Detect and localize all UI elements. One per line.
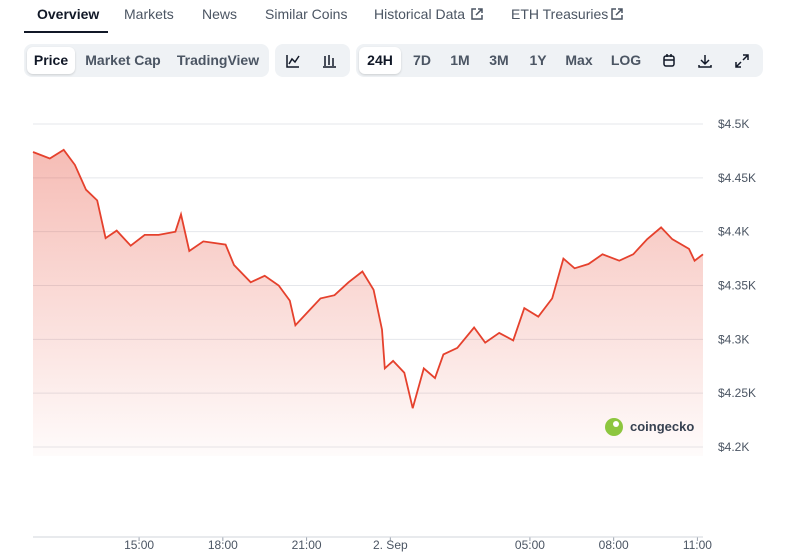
tab[interactable]: Overview — [37, 6, 100, 22]
download-icon[interactable] — [697, 53, 713, 69]
price-chart: $4.2K $4.25K $4.3K $4.35K $4.4K $4.45K $4.5K 15… — [32, 117, 756, 552]
watermark: coingecko — [605, 418, 694, 436]
view-button[interactable]: Market Cap — [85, 52, 161, 68]
price-line — [32, 148, 704, 409]
view-button[interactable]: TradingView — [176, 52, 260, 68]
range-button[interactable]: 3M — [489, 52, 509, 68]
y-tick-label: $4.2K — [718, 440, 749, 454]
line-icon[interactable] — [285, 53, 301, 69]
range-button[interactable]: 24H — [359, 47, 401, 74]
range-button[interactable]: Max — [565, 52, 593, 68]
x-tick-label: 08:00 — [599, 538, 629, 552]
y-tick-label: $4.45K — [718, 171, 756, 185]
x-tick-label: 18:00 — [208, 538, 238, 552]
x-tick-label: 2. Sep — [373, 538, 408, 552]
external-icon — [471, 8, 483, 20]
tab[interactable]: ETH Treasuries — [511, 6, 609, 22]
candle-icon[interactable] — [321, 53, 337, 69]
external-icon — [611, 8, 623, 20]
x-tick-label: 11:00 — [683, 538, 712, 552]
expand-icon[interactable] — [734, 53, 750, 69]
x-tick-label: 15:00 — [124, 538, 154, 552]
calendar-icon[interactable] — [661, 53, 677, 69]
tab[interactable]: News — [202, 6, 238, 22]
x-tick-label: 21:00 — [292, 538, 322, 552]
range-button[interactable]: 1M — [450, 52, 470, 68]
view-button[interactable]: Price — [27, 47, 75, 74]
range-group — [356, 44, 763, 77]
y-tick-label: $4.5K — [718, 117, 749, 131]
x-tick-label: 05:00 — [515, 538, 545, 552]
y-tick-label: $4.35K — [718, 279, 756, 293]
range-button[interactable]: 7D — [413, 52, 431, 68]
y-tick-label: $4.4K — [718, 225, 749, 239]
range-button[interactable]: LOG — [610, 52, 642, 68]
tab-underline — [24, 31, 108, 33]
range-button[interactable]: 1Y — [529, 52, 547, 68]
price-area — [33, 149, 703, 457]
watermark-text: coingecko — [630, 419, 694, 434]
tab[interactable]: Historical Data — [374, 6, 466, 22]
y-tick-label: $4.3K — [718, 332, 749, 346]
tab[interactable]: Similar Coins — [265, 6, 348, 22]
tab[interactable]: Markets — [124, 6, 174, 22]
y-tick-label: $4.25K — [718, 386, 756, 400]
